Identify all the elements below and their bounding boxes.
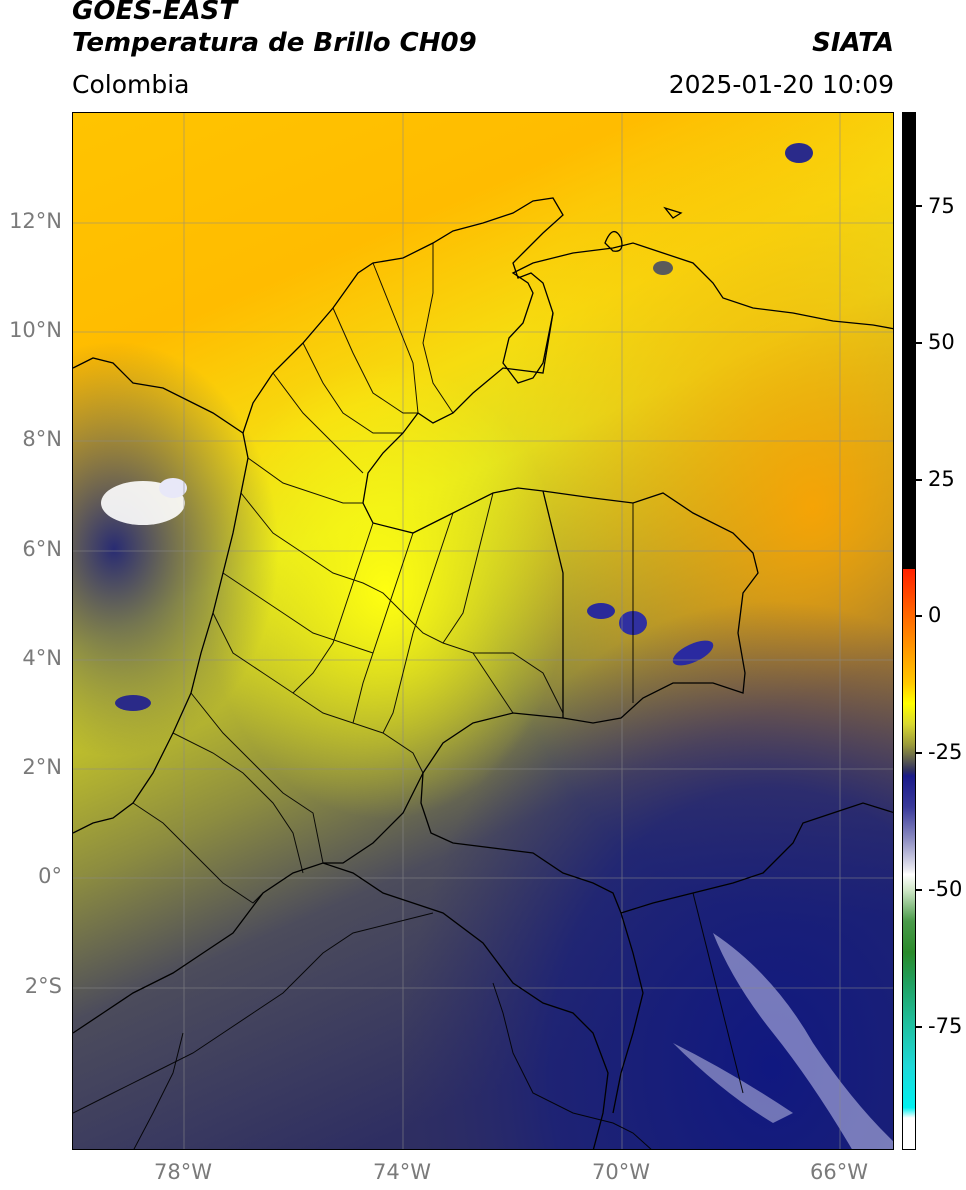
cbar-tick-neg50 [916, 889, 922, 891]
lon-label-78w: 78°W [154, 1160, 212, 1184]
title-block: GOES-EAST Temperatura de Brillo CH09 Col… [72, 0, 894, 110]
cbar-label-neg25: -25 [928, 740, 963, 764]
cbar-tick-neg75 [916, 1026, 922, 1028]
lat-label-2s: 2°S [24, 974, 62, 998]
cbar-label-0: 0 [928, 603, 942, 627]
satellite-title: GOES-EAST [72, 0, 238, 26]
lat-label-0: 0° [38, 864, 62, 888]
cbar-label-25: 25 [928, 467, 955, 491]
colorbar [902, 112, 916, 1150]
cbar-label-50: 50 [928, 330, 955, 354]
cbar-tick-25 [916, 479, 922, 481]
datetime-label: 2025-01-20 10:09 [668, 70, 894, 99]
lat-label-8n: 8°N [22, 427, 62, 451]
cbar-tick-0 [916, 615, 922, 617]
lat-label-10n: 10°N [9, 318, 62, 342]
lon-label-66w: 66°W [810, 1160, 868, 1184]
product-title: Temperatura de Brillo CH09 [72, 28, 477, 58]
lat-label-2n: 2°N [22, 755, 62, 779]
cloud-patches [101, 143, 893, 1149]
cbar-tick-75 [916, 205, 922, 207]
satellite-map [72, 112, 894, 1150]
cbar-label-neg75: -75 [928, 1014, 963, 1038]
cbar-label-75: 75 [928, 194, 955, 218]
cbar-tick-50 [916, 342, 922, 344]
lon-label-70w: 70°W [592, 1160, 650, 1184]
lat-label-12n: 12°N [9, 209, 62, 233]
region-label: Colombia [72, 70, 190, 99]
lat-label-4n: 4°N [22, 646, 62, 670]
agency-label: SIATA [812, 28, 894, 58]
cbar-tick-neg25 [916, 752, 922, 754]
lat-label-6n: 6°N [22, 537, 62, 561]
borders [73, 197, 893, 1149]
map-canvas [73, 113, 893, 1149]
graticule [73, 113, 893, 1149]
lon-label-74w: 74°W [373, 1160, 431, 1184]
cbar-label-neg50: -50 [928, 877, 963, 901]
